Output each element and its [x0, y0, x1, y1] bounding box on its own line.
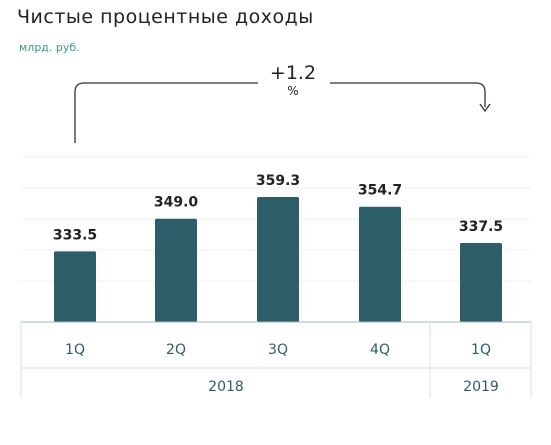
chart-title: Чистые процентные доходы — [17, 6, 314, 28]
x-tick-label: 2Q — [166, 342, 186, 358]
x-tick-label: 1Q — [65, 342, 85, 358]
change-arrow-head — [479, 103, 491, 113]
x-tick-label: 3Q — [268, 342, 288, 358]
data-label: 333.5 — [53, 227, 97, 243]
change-value: +1.2 — [270, 62, 316, 84]
data-label: 349.0 — [154, 195, 199, 211]
x-tick-label: 4Q — [370, 342, 390, 358]
x-tick-label: 1Q — [471, 342, 491, 358]
bar — [257, 197, 299, 322]
data-label: 359.3 — [256, 173, 300, 189]
change-bracket-line — [74, 82, 486, 143]
year-group-label: 2018 — [208, 379, 244, 395]
chart-unit-label: млрд. руб. — [19, 41, 80, 54]
data-label: 354.7 — [358, 183, 402, 199]
year-group-label: 2019 — [463, 379, 499, 395]
change-unit: % — [287, 84, 298, 98]
bar — [359, 206, 401, 322]
bar — [54, 251, 96, 322]
bar — [155, 218, 197, 322]
bar — [460, 242, 502, 322]
data-label: 337.5 — [459, 219, 503, 235]
